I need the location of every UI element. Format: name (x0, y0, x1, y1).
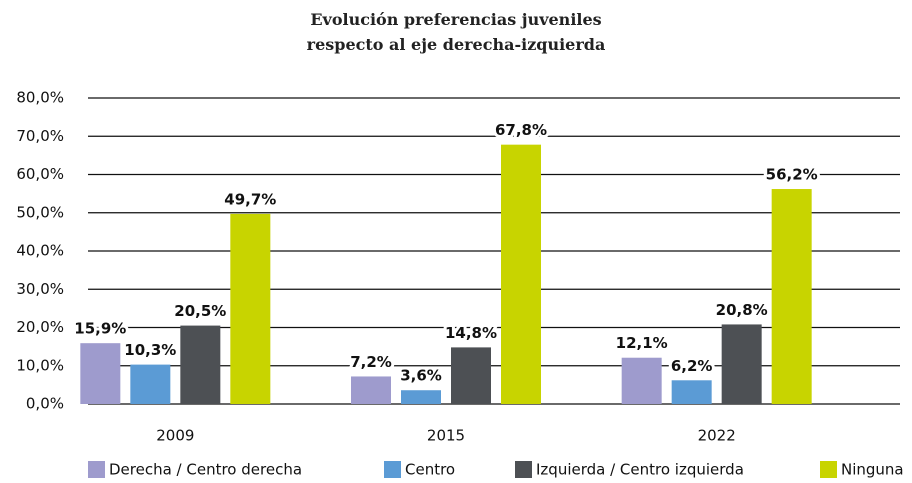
value-label: 49,7% (224, 190, 276, 208)
bar (621, 357, 662, 404)
bar (80, 343, 121, 404)
y-tick-label: 0,0% (26, 395, 64, 413)
y-tick-label: 10,0% (16, 356, 64, 374)
value-label: 20,5% (174, 302, 226, 320)
y-tick-label: 70,0% (16, 127, 64, 145)
value-label: 3,6% (400, 367, 442, 385)
y-tick-label: 30,0% (16, 280, 64, 298)
x-tick-label: 2009 (156, 427, 194, 445)
x-tick-label: 2022 (698, 427, 736, 445)
y-tick-label: 20,0% (16, 318, 64, 336)
value-label: 10,3% (124, 341, 176, 359)
value-label: 12,1% (616, 334, 668, 352)
legend-swatch (515, 461, 532, 478)
legend-label: Izquierda / Centro izquierda (536, 461, 744, 479)
bar (351, 376, 391, 404)
chart-title: Evolución preferencias juveniles respect… (306, 10, 606, 54)
legend-swatch (384, 461, 401, 478)
legend-swatch (88, 461, 105, 478)
value-label: 6,2% (671, 357, 713, 375)
value-label: 14,8% (445, 324, 497, 342)
value-label: 20,8% (716, 301, 768, 319)
legend-label: Ninguna (841, 461, 904, 479)
bar (230, 213, 271, 404)
bar (771, 189, 812, 404)
bar (180, 325, 221, 404)
y-tick-label: 60,0% (16, 165, 64, 183)
value-label: 56,2% (766, 166, 818, 184)
bar (401, 390, 441, 404)
legend-swatch (820, 461, 837, 478)
bar (451, 347, 491, 404)
value-label: 7,2% (350, 353, 392, 371)
bar (721, 324, 762, 404)
legend-label: Derecha / Centro derecha (109, 461, 302, 479)
bar (501, 144, 541, 405)
y-tick-label: 50,0% (16, 203, 64, 221)
bar (130, 364, 171, 404)
value-label: 67,8% (495, 121, 547, 139)
x-tick-label: 2015 (427, 427, 465, 445)
y-tick-label: 40,0% (16, 242, 64, 260)
legend-label: Centro (405, 461, 455, 479)
bar (671, 380, 712, 404)
y-tick-label: 80,0% (16, 89, 64, 107)
value-label: 15,9% (74, 320, 126, 338)
